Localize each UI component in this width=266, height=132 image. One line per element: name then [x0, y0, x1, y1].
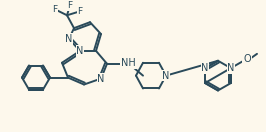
Text: N: N	[65, 34, 73, 44]
Text: F: F	[68, 1, 73, 10]
Text: F: F	[52, 5, 57, 14]
Text: O: O	[243, 54, 251, 64]
Text: NH: NH	[121, 58, 136, 68]
Text: N: N	[162, 71, 170, 81]
Text: N: N	[227, 63, 235, 73]
Text: F: F	[77, 7, 82, 16]
Text: N: N	[97, 74, 105, 84]
Text: N: N	[76, 46, 84, 56]
Text: N: N	[201, 63, 209, 73]
